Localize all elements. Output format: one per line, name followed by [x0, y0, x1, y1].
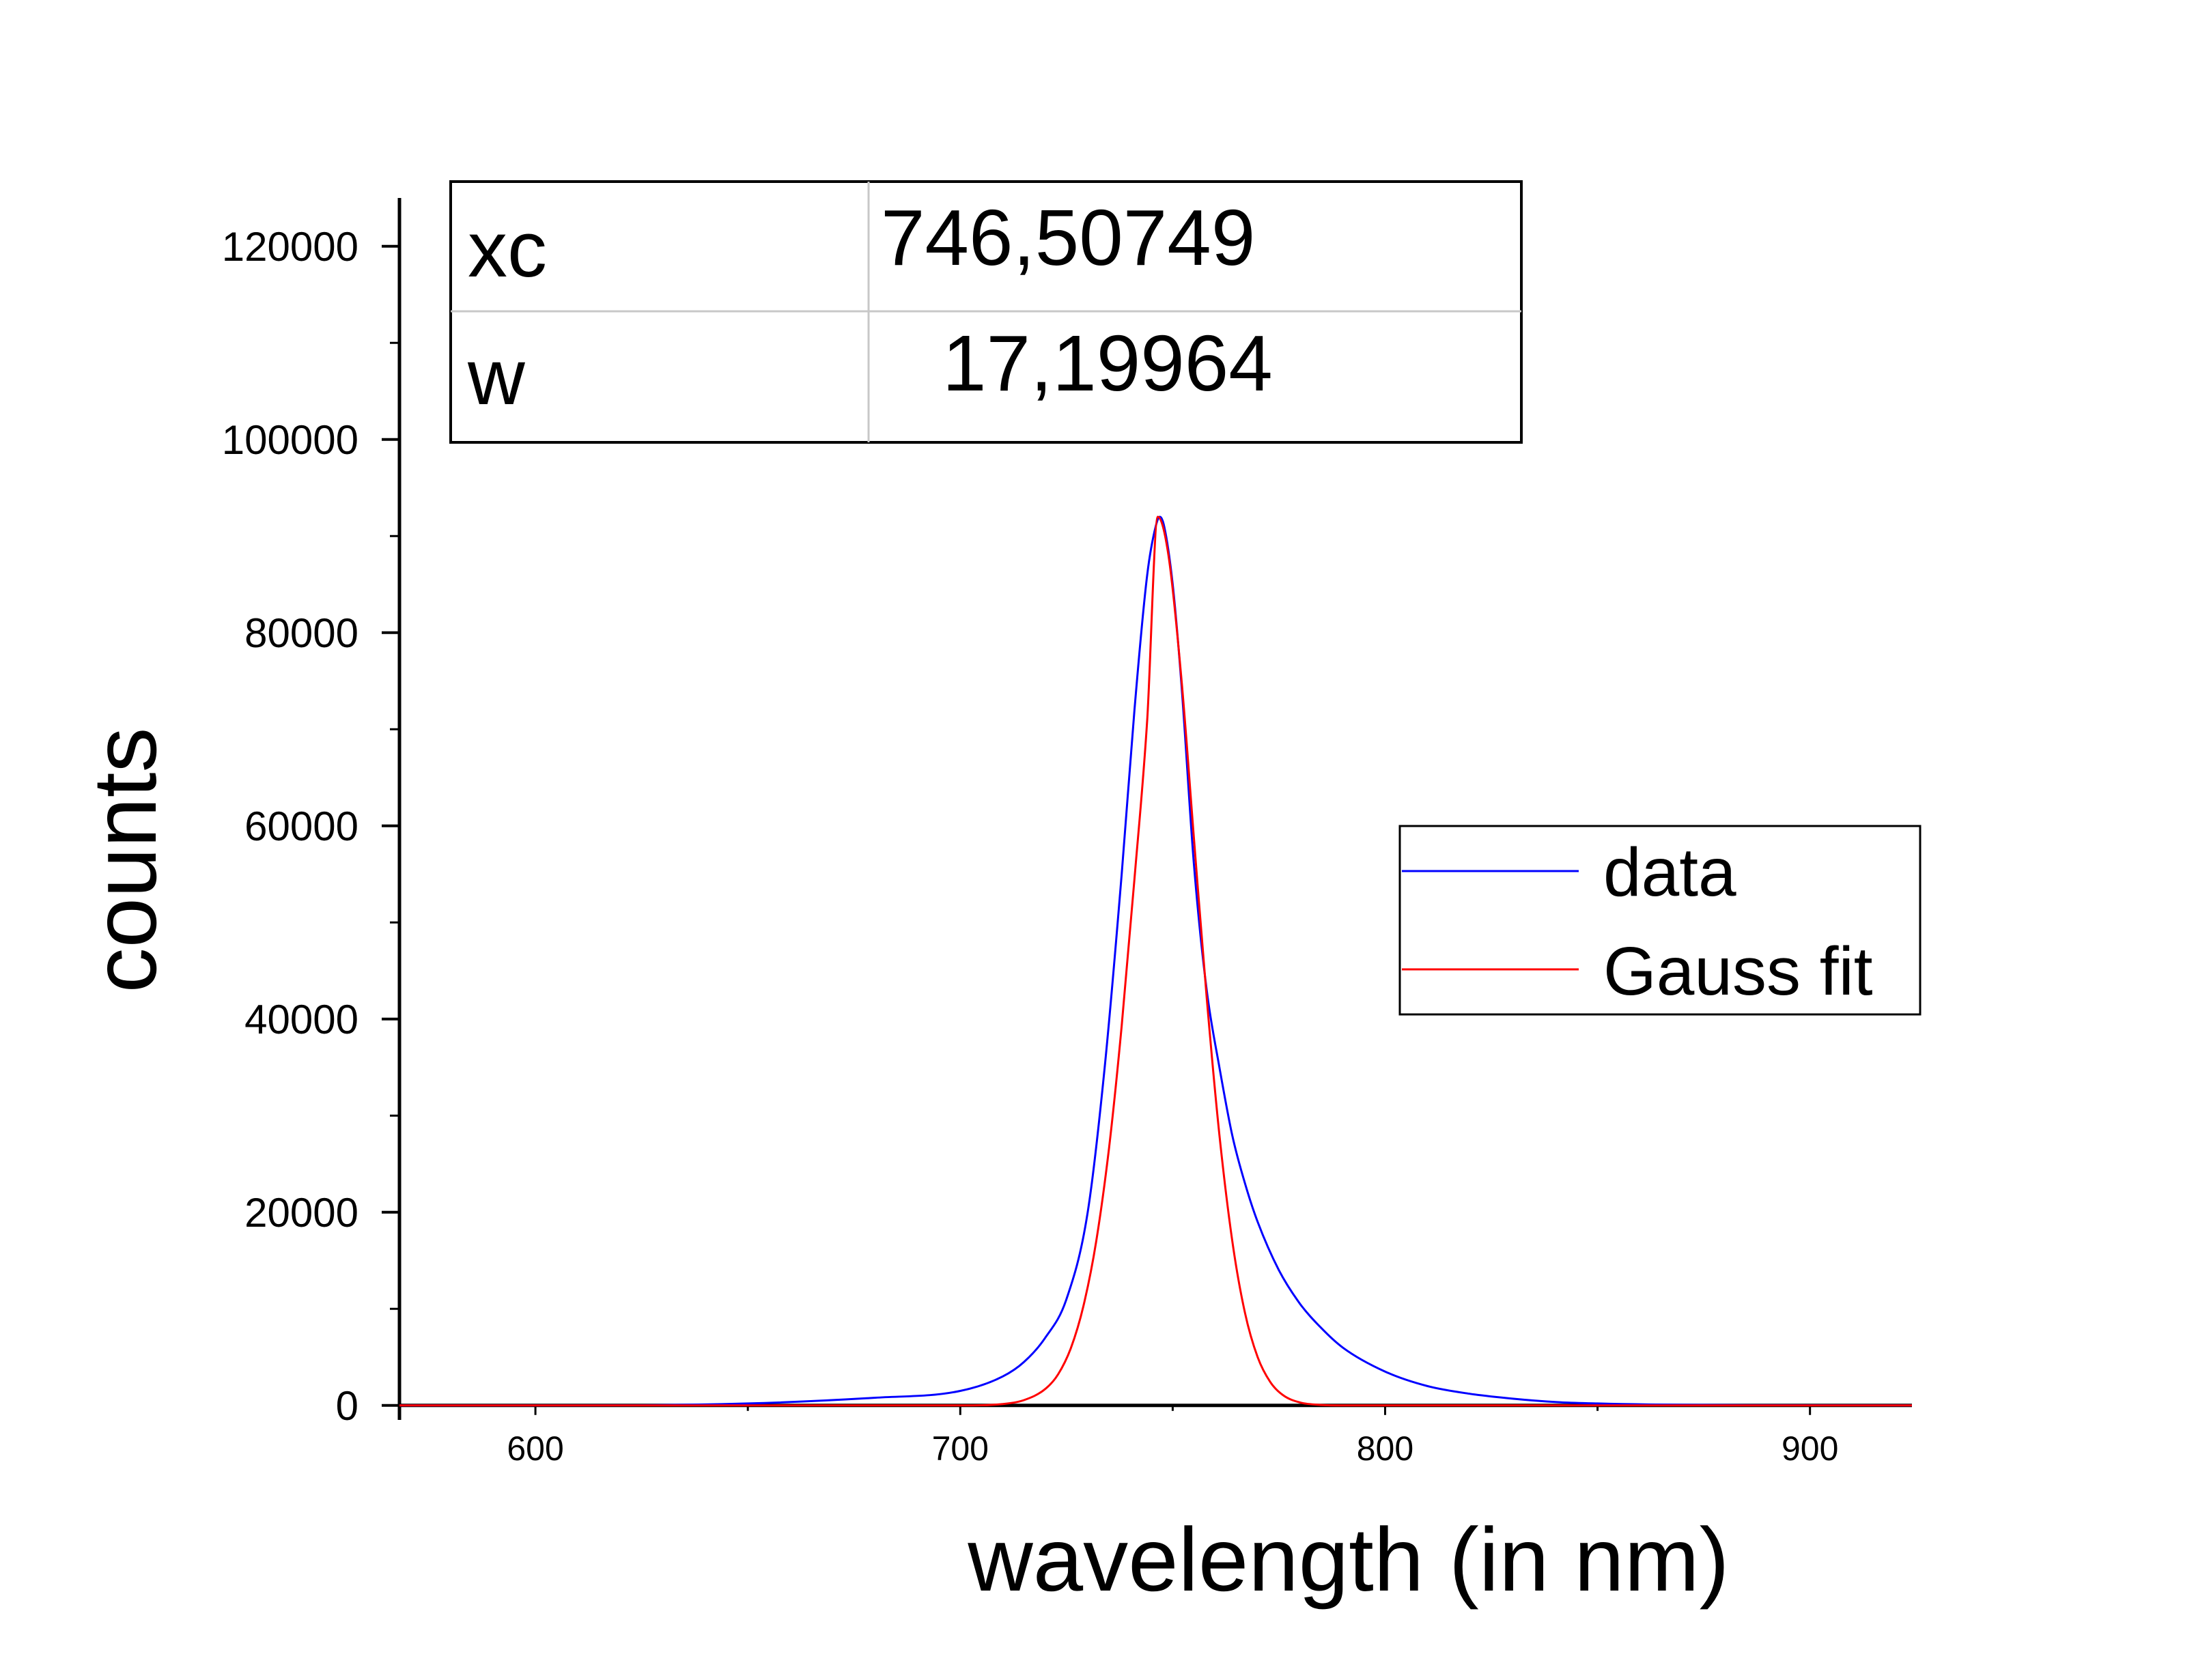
y-tick-label: 20000 — [244, 1190, 358, 1236]
legend: data Gauss fit — [1398, 825, 1922, 1016]
x-tick-label: 800 — [1357, 1429, 1413, 1468]
x-tick-label: 600 — [507, 1429, 563, 1468]
series-line-gauss-fit — [399, 515, 1912, 1407]
y-tick-label: 100000 — [222, 417, 358, 463]
y-axis-title: counts — [74, 728, 175, 993]
fit-param-name-xc: xc — [468, 205, 547, 294]
fit-param-name-w: w — [467, 332, 526, 421]
legend-frame — [1398, 825, 1922, 1016]
legend-label-data: data — [1603, 834, 1736, 911]
x-axis-title: wavelength (in nm) — [967, 1509, 1729, 1610]
y-tick-label: 40000 — [244, 997, 358, 1042]
y-tick-label: 60000 — [244, 803, 358, 849]
fit-param-value-xc: 746,50749 — [881, 193, 1255, 282]
x-ticks: 600 700 800 900 — [507, 1405, 1838, 1468]
legend-label-gauss-fit: Gauss fit — [1603, 933, 1873, 1010]
y-axis-title-group: counts — [74, 728, 175, 993]
x-tick-label: 900 — [1782, 1429, 1838, 1468]
y-tick-label: 0 — [336, 1383, 358, 1429]
fit-param-value-w: 17,19964 — [942, 319, 1273, 408]
series-layer — [399, 515, 1913, 1407]
y-tick-label: 80000 — [244, 610, 358, 656]
y-ticks: 0 20000 40000 60000 80000 100000 120000 — [222, 224, 399, 1429]
fit-parameter-table: xc 746,50749 w 17,19964 — [449, 180, 1523, 444]
y-tick-label: 120000 — [222, 224, 358, 270]
x-tick-label: 700 — [932, 1429, 989, 1468]
